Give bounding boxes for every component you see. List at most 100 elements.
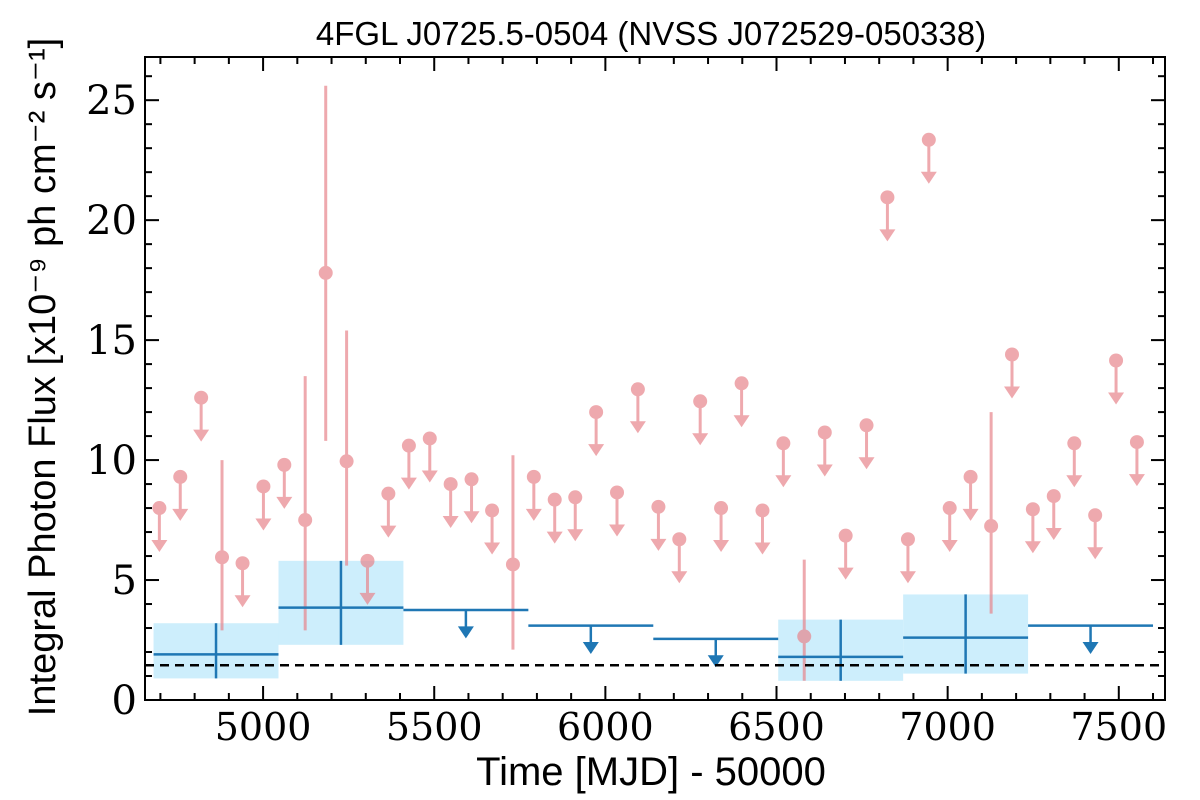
- data-marker: [173, 469, 188, 484]
- upper-limit-arrow: [713, 540, 730, 553]
- upper-limit-arrow: [650, 538, 667, 551]
- x-tick-label: 6000: [557, 705, 654, 749]
- upper-limit-arrow: [1066, 475, 1083, 488]
- upper-limit-arrow: [920, 171, 937, 184]
- upper-limit-arrow: [609, 524, 626, 537]
- data-marker: [526, 469, 541, 484]
- short-bin-point: [215, 460, 230, 631]
- data-marker: [298, 513, 313, 528]
- upper-limit-arrow: [1024, 541, 1041, 554]
- upper-limit-arrow: [879, 229, 896, 242]
- short-bin-point: [276, 457, 293, 509]
- data-marker: [859, 418, 874, 433]
- short-bin-point: [920, 132, 937, 184]
- short-bin-point: [733, 376, 750, 428]
- x-axis-label: Time [MJD] - 50000: [476, 750, 826, 794]
- y-tick-label: 10: [86, 438, 137, 484]
- upper-limit-arrow: [380, 525, 397, 538]
- upper-limit-arrow: [588, 444, 605, 457]
- upper-limit-arrow: [457, 626, 474, 639]
- y-tick-label: 5: [112, 558, 137, 604]
- upper-limit-arrow: [525, 508, 542, 521]
- short-bin-point: [858, 418, 875, 470]
- data-marker: [755, 503, 770, 518]
- data-marker: [401, 438, 416, 453]
- short-bin-point: [713, 501, 730, 553]
- data-marker: [589, 405, 604, 420]
- data-marker: [235, 556, 250, 571]
- data-marker: [485, 503, 500, 518]
- short-bin-point: [193, 390, 210, 442]
- y-axis-label: Integral Photon Flux [x10⁻⁹ ph cm⁻² s⁻¹]: [22, 38, 64, 716]
- short-bin-point: [442, 477, 459, 529]
- y-tick-label: 0: [112, 678, 137, 724]
- data-marker: [672, 532, 687, 547]
- data-marker: [797, 629, 812, 644]
- short-bin-point: [837, 528, 854, 580]
- y-tick-label: 25: [86, 78, 137, 124]
- data-marker: [610, 485, 625, 500]
- upper-limit-arrow: [276, 496, 293, 509]
- short-bin-point: [1024, 502, 1041, 554]
- long-bin-point: [903, 594, 1029, 674]
- data-marker: [443, 477, 458, 492]
- data-marker: [277, 457, 292, 472]
- data-marker: [963, 469, 978, 484]
- upper-limit-arrow: [546, 531, 563, 544]
- upper-limit-arrow: [816, 464, 833, 477]
- data-marker: [1046, 489, 1061, 504]
- short-bin-point: [609, 485, 626, 537]
- short-bin-point: [546, 492, 563, 544]
- upper-limit-arrow: [567, 529, 584, 542]
- long-bin-point: [528, 624, 654, 655]
- x-axis-ticks: 5000 5500 6000 6500 7000 7500: [159, 57, 1167, 749]
- short-bin-point: [588, 405, 605, 457]
- long-bin-point: [153, 623, 279, 679]
- upper-limit-arrow: [629, 421, 646, 434]
- long-bin-point: [653, 637, 779, 668]
- short-bin-point: [421, 431, 438, 483]
- x-tick-label: 5000: [215, 705, 312, 749]
- short-bin-point: [797, 559, 812, 681]
- upper-limit-arrow: [899, 571, 916, 584]
- upper-limit-arrow: [151, 540, 168, 553]
- upper-limit-arrow: [754, 542, 771, 555]
- upper-limit-arrow: [484, 542, 501, 555]
- short-bin-point: [339, 330, 354, 566]
- short-bin-point: [463, 472, 480, 524]
- upper-limit-arrow: [1108, 392, 1125, 405]
- plot-axes: [144, 56, 1166, 701]
- data-marker: [505, 557, 520, 572]
- long-bin-point: [403, 608, 529, 639]
- data-marker: [215, 550, 230, 565]
- data-marker: [381, 486, 396, 501]
- data-marker: [568, 490, 583, 505]
- long-bin-point: [778, 619, 904, 681]
- upper-limit-arrow: [421, 470, 438, 483]
- upper-limit-arrow: [359, 592, 376, 605]
- upper-limit-arrow: [255, 518, 272, 531]
- data-marker: [318, 265, 333, 280]
- data-marker: [630, 382, 645, 397]
- data-marker: [942, 501, 957, 516]
- long-bin-point: [1028, 624, 1154, 655]
- upper-limit-arrow: [400, 477, 417, 490]
- data-marker: [1088, 508, 1103, 523]
- data-marker: [339, 454, 354, 469]
- upper-limit-arrow: [837, 567, 854, 580]
- upper-limit-arrow: [442, 516, 459, 529]
- short-bin-point: [816, 425, 833, 477]
- x-tick-label: 5500: [386, 705, 483, 749]
- data-marker: [194, 390, 209, 405]
- data-marker: [817, 425, 832, 440]
- upper-limit-arrow: [692, 433, 709, 446]
- y-axis-ticks: 0 5 10 15 20 25: [86, 75, 1165, 724]
- y-tick-label: 20: [86, 198, 137, 244]
- upper-limit-arrow: [234, 595, 251, 608]
- short-bin-point: [318, 85, 333, 441]
- data-marker: [152, 501, 167, 516]
- short-bin-point: [172, 469, 189, 521]
- data-marker: [900, 532, 915, 547]
- x-tick-label: 7000: [899, 705, 996, 749]
